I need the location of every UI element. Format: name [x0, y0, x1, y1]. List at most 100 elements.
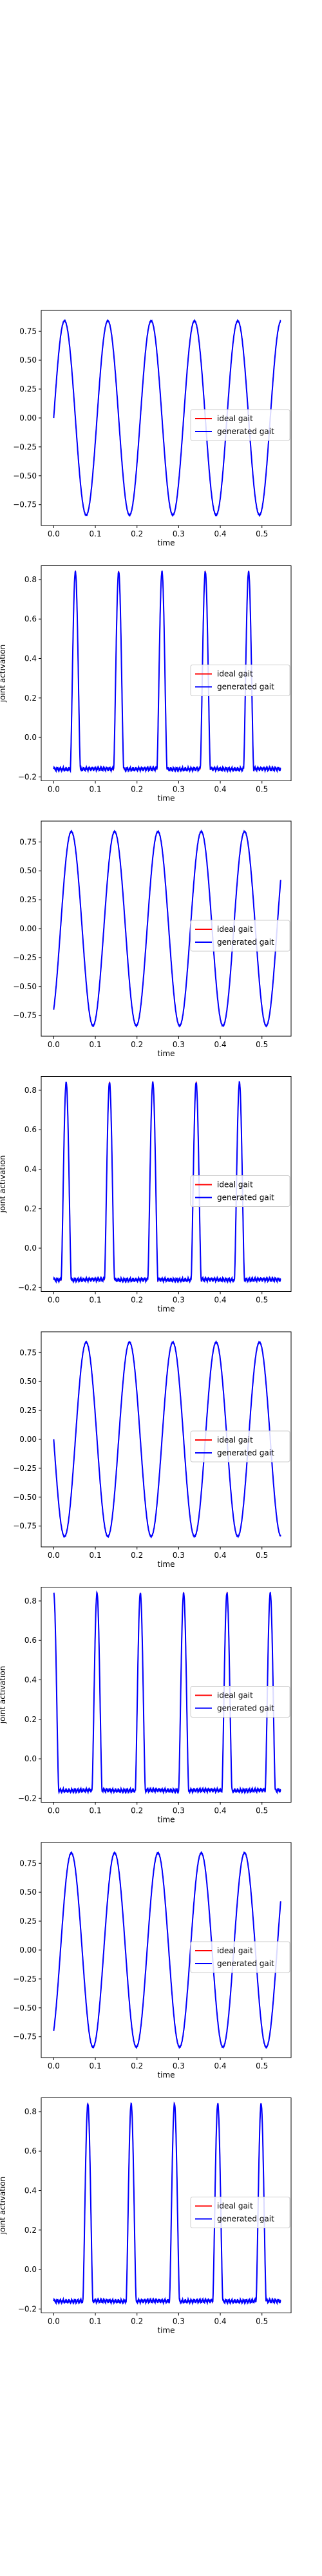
legend-label: ideal gait: [217, 925, 253, 934]
legend-box: [190, 1941, 290, 1973]
x-tick-label: 0.1: [90, 1296, 102, 1305]
y-tick-label: 0.6: [24, 614, 37, 623]
x-tick-label: 0.4: [214, 1040, 227, 1049]
x-tick-label: 0.0: [48, 1040, 60, 1049]
legend-label: generated gait: [217, 1448, 274, 1457]
legend-label: generated gait: [217, 938, 274, 947]
x-axis-label: time: [157, 538, 175, 547]
y-tick-label: 0.6: [24, 1125, 37, 1134]
legend-box: [190, 920, 290, 952]
axes-frame: [41, 1587, 292, 1803]
y-tick-label: 0.6: [24, 2146, 37, 2155]
y-tick-label: 0.2: [24, 694, 37, 703]
chart-panel-4: 0.0 0.1 0.2 0.3 0.4 0.5 −0.2 0.0 0.2 0.4 0.6 0.8 tim…: [0, 1076, 292, 1314]
y-tick-label: 0.4: [24, 1676, 37, 1685]
y-tick-label: 0.8: [24, 1596, 37, 1605]
x-tick-label: 0.2: [131, 1040, 143, 1049]
chart-panel-2: 0.0 0.1 0.2 0.3 0.4 0.5 −0.2 0.0 0.2 0.4 0.6 0.8 tim…: [0, 565, 292, 803]
x-tick-label: 0.3: [173, 1296, 185, 1305]
x-tick-label: 0.0: [48, 1296, 60, 1305]
x-tick-label: 0.1: [90, 2317, 102, 2326]
x-tick-label: 0.1: [90, 529, 102, 538]
y-tick-label: −0.2: [18, 772, 37, 781]
y-tick-label: −0.75: [13, 500, 37, 509]
x-axis-label: time: [157, 1815, 175, 1824]
y-tick-label: 0.50: [19, 1888, 37, 1897]
x-tick-label: 0.5: [256, 2061, 268, 2070]
x-tick-label: 0.0: [48, 2317, 60, 2326]
axes-frame: [41, 1076, 292, 1292]
legend-label: generated gait: [217, 1193, 274, 1202]
x-tick-label: 0.0: [48, 1551, 60, 1560]
legend-label: ideal gait: [217, 1946, 253, 1955]
y-tick-label: 0.25: [19, 1917, 37, 1926]
x-tick-label: 0.1: [90, 2061, 102, 2070]
y-tick-label: 0.00: [19, 413, 37, 422]
legend: ideal gait generated gait: [190, 1941, 290, 1973]
y-tick-label: 0.6: [24, 1636, 37, 1645]
legend-label: ideal gait: [217, 1435, 253, 1444]
legend-box: [190, 665, 290, 696]
y-tick-label: −0.2: [18, 1283, 37, 1292]
y-tick-label: 0.25: [19, 895, 37, 904]
x-tick-label: 0.2: [131, 2061, 143, 2070]
legend: ideal gait generated gait: [190, 2197, 290, 2228]
y-tick-label: 0.50: [19, 1377, 37, 1386]
y-tick-label: 0.0: [24, 1244, 37, 1253]
x-tick-label: 0.5: [256, 1806, 268, 1815]
series-line-generated-gait: [53, 1340, 281, 1539]
chart-panel-7: 0.0 0.1 0.2 0.3 0.4 0.5 −0.75 −0.50 −0.25 0.00 0.2…: [13, 1842, 292, 2079]
chart-panel-3: 0.0 0.1 0.2 0.3 0.4 0.5 −0.75 −0.50 −0.25 0.00 0.2…: [13, 820, 292, 1058]
y-tick-label: −0.25: [13, 442, 37, 451]
x-tick-label: 0.1: [90, 785, 102, 794]
y-tick-label: −0.50: [13, 471, 37, 480]
y-tick-label: 0.4: [24, 2186, 37, 2195]
y-tick-label: 0.00: [19, 924, 37, 933]
y-tick-label: 0.2: [24, 1715, 37, 1724]
series-line-generated-gait: [53, 570, 281, 774]
x-tick-label: 0.2: [131, 1551, 143, 1560]
legend-label: ideal gait: [217, 414, 253, 423]
x-tick-label: 0.4: [214, 2317, 227, 2326]
legend-box: [190, 409, 290, 441]
x-tick-label: 0.5: [256, 1296, 268, 1305]
y-tick-label: −0.25: [13, 1464, 37, 1473]
y-tick-label: 0.4: [24, 1165, 37, 1174]
y-tick-label: −0.75: [13, 1011, 37, 1020]
y-tick-label: 0.0: [24, 2265, 37, 2274]
legend-label: ideal gait: [217, 1691, 253, 1700]
y-tick-label: 0.25: [19, 1406, 37, 1415]
series-line-generated-gait: [53, 1081, 281, 1284]
x-tick-label: 0.0: [48, 529, 60, 538]
axes-frame: [41, 2098, 292, 2313]
chart-panel-6: 0.0 0.1 0.2 0.3 0.4 0.5 −0.2 0.0 0.2 0.4 0.6 0.8 tim…: [0, 1587, 292, 1824]
y-tick-label: 0.25: [19, 384, 37, 393]
y-tick-label: 0.50: [19, 355, 37, 365]
series-line-generated-gait: [53, 1850, 281, 2050]
x-tick-label: 0.5: [256, 529, 268, 538]
legend-box: [190, 2197, 290, 2228]
x-tick-label: 0.2: [131, 785, 143, 794]
x-tick-label: 0.0: [48, 2061, 60, 2070]
y-tick-label: −0.2: [18, 1794, 37, 1803]
x-tick-label: 0.4: [214, 1806, 227, 1815]
y-tick-label: 0.8: [24, 1086, 37, 1095]
x-tick-label: 0.4: [214, 529, 227, 538]
x-tick-label: 0.5: [256, 1551, 268, 1560]
legend-label: ideal gait: [217, 2202, 253, 2211]
series-line-generated-gait: [53, 1590, 281, 1795]
x-tick-label: 0.3: [173, 1040, 185, 1049]
series-line-generated-gait: [53, 829, 281, 1028]
y-tick-label: 0.2: [24, 2226, 37, 2235]
y-tick-label: 0.0: [24, 733, 37, 742]
legend-label: ideal gait: [217, 1180, 253, 1189]
x-tick-label: 0.3: [173, 2061, 185, 2070]
x-tick-label: 0.3: [173, 785, 185, 794]
x-axis-label: time: [157, 2070, 175, 2079]
y-axis-label: joint activation: [0, 2177, 7, 2235]
y-axis-label: joint activation: [0, 1155, 7, 1214]
y-tick-label: −0.50: [13, 2003, 37, 2012]
x-tick-label: 0.2: [131, 529, 143, 538]
chart-panel-1: 0.0 0.1 0.2 0.3 0.4 0.5 −0.75 −0.50 −0.25 0.00 0.2…: [13, 310, 292, 547]
